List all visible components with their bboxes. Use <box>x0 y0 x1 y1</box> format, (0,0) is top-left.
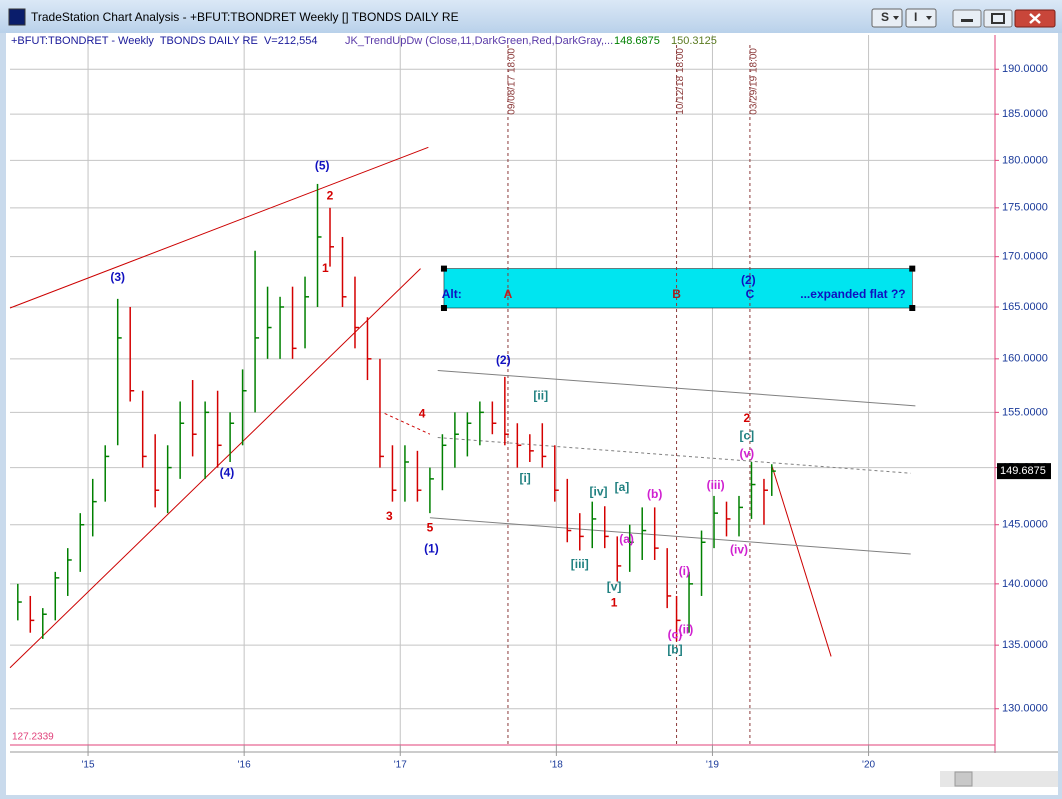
y-tick-label: 165.0000 <box>1002 301 1048 313</box>
wave-label: (i) <box>679 564 690 578</box>
indicator-label: JK_TrendUpDw (Close,11,DarkGreen,Red,Dar… <box>345 35 613 47</box>
wave-label: [ii] <box>533 388 548 402</box>
x-tick-label: '15 <box>82 760 95 771</box>
trendline <box>429 517 911 555</box>
wave-label: (iii) <box>707 478 725 492</box>
wave-label: (2) <box>496 353 511 367</box>
wave-label: 4 <box>419 407 426 421</box>
wave-label: (1) <box>424 541 439 555</box>
wave-label: [a] <box>615 480 630 494</box>
symbol-label: +BFUT:TBONDRET - Weekly TBONDS DAILY RE … <box>11 35 317 47</box>
wave-label: (2) <box>741 273 756 287</box>
axis-min-label: 127.2339 <box>12 732 54 743</box>
chart-window <box>6 33 1058 795</box>
y-tick-label: 135.0000 <box>1002 639 1048 651</box>
x-tick-label: '17 <box>394 760 407 771</box>
s-button[interactable] <box>871 8 903 28</box>
wave-label: (3) <box>110 270 125 284</box>
time-marker-label: 03/29/19 18:00 <box>749 48 760 115</box>
x-tick-label: '20 <box>862 760 875 771</box>
indicator-value: 148.6875 <box>614 35 660 47</box>
maximize-icon <box>991 13 1005 24</box>
wave-label: (v) <box>739 446 754 460</box>
s-button-label[interactable]: S <box>881 10 889 24</box>
trendline <box>437 437 911 474</box>
wave-label: A <box>504 287 513 301</box>
close-icon <box>1029 13 1041 24</box>
last-price-label: 149.6875 <box>1000 465 1046 477</box>
box-handle <box>909 305 916 312</box>
y-tick-label: 145.0000 <box>1002 519 1048 531</box>
y-tick-label: 130.0000 <box>1002 703 1048 715</box>
box-handle <box>909 265 916 272</box>
i-button-label[interactable]: I <box>914 10 917 24</box>
y-tick-label: 170.0000 <box>1002 251 1048 263</box>
wave-label: 2 <box>743 411 750 425</box>
wave-label: 1 <box>611 595 618 609</box>
maximize-button[interactable] <box>983 9 1013 28</box>
wave-label: C <box>746 287 755 301</box>
wave-label: [i] <box>519 471 530 485</box>
wave-label: Alt: <box>442 287 462 301</box>
dropdown-arrow <box>926 16 932 20</box>
wave-label: [iv] <box>590 485 608 499</box>
y-tick-label: 175.0000 <box>1002 202 1048 214</box>
box-handle <box>440 265 447 272</box>
wave-label: [c] <box>739 429 754 443</box>
wave-label: (5) <box>315 159 330 173</box>
trendline <box>9 268 421 669</box>
time-marker-label: 10/12/18 18:00 <box>675 48 686 115</box>
wave-label: (b) <box>647 487 662 501</box>
wave-label: 2 <box>327 188 334 202</box>
app-icon <box>8 8 26 26</box>
wave-label: (ii) <box>679 622 694 636</box>
y-tick-label: 160.0000 <box>1002 353 1048 365</box>
time-marker-label: 09/08/17 18:00 <box>507 48 518 115</box>
y-tick-label: 190.0000 <box>1002 63 1048 75</box>
highlight-box <box>443 268 913 309</box>
indicator-value: 150.3125 <box>671 35 717 47</box>
minimize-icon <box>961 19 973 22</box>
wave-label: ...expanded flat ?? <box>800 287 905 301</box>
minimize-button[interactable] <box>952 9 982 28</box>
x-tick-label: '16 <box>238 760 251 771</box>
wave-label: B <box>672 287 681 301</box>
wave-label: [v] <box>607 580 622 594</box>
box-handle <box>440 305 447 312</box>
trendline <box>437 369 916 407</box>
trendline <box>9 146 429 309</box>
wave-label: [iii] <box>571 557 589 571</box>
trendline <box>771 465 832 657</box>
wave-label: 3 <box>386 509 393 523</box>
dropdown-arrow <box>893 16 899 20</box>
y-tick-label: 155.0000 <box>1002 406 1048 418</box>
wave-label: 1 <box>322 261 329 275</box>
x-tick-label: '19 <box>706 760 719 771</box>
y-tick-label: 180.0000 <box>1002 154 1048 166</box>
i-button[interactable] <box>905 8 937 28</box>
scroll-thumb[interactable] <box>954 771 973 787</box>
trendline <box>384 412 431 435</box>
wave-label: 5 <box>427 520 434 534</box>
y-tick-label: 185.0000 <box>1002 108 1048 120</box>
plot-area: 09/08/17 18:00 10/12/18 18:00 03/29/19 18:… <box>9 35 1058 771</box>
x-tick-label: '18 <box>550 760 563 771</box>
wave-label: (iv) <box>730 543 748 557</box>
window-title: TradeStation Chart Analysis - +BFUT:TBON… <box>31 10 459 24</box>
wave-label: (a) <box>619 532 634 546</box>
y-tick-label: 140.0000 <box>1002 578 1048 590</box>
wave-label: (4) <box>220 465 235 479</box>
last-price-flag <box>997 463 1051 480</box>
wave-label: (c) <box>668 627 683 641</box>
wave-label: [b] <box>667 642 682 656</box>
